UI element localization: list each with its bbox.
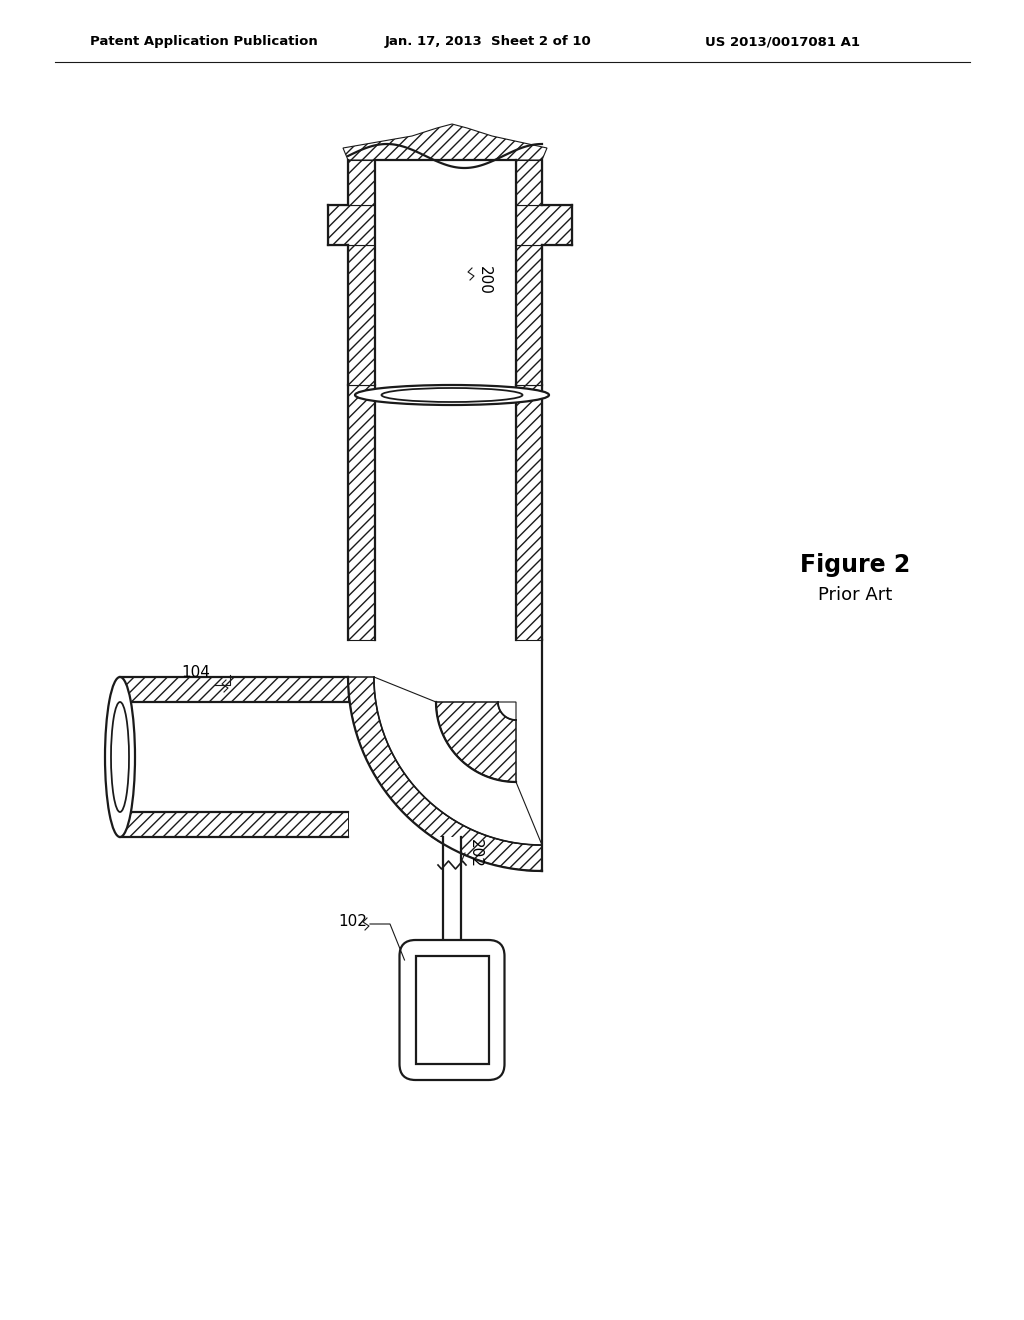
FancyBboxPatch shape (399, 940, 505, 1080)
Text: Jan. 17, 2013  Sheet 2 of 10: Jan. 17, 2013 Sheet 2 of 10 (385, 36, 592, 49)
Bar (120, 702, 348, 812)
Ellipse shape (111, 702, 129, 812)
Polygon shape (343, 124, 547, 160)
Polygon shape (374, 677, 542, 845)
Polygon shape (328, 205, 375, 246)
Polygon shape (348, 246, 375, 385)
Polygon shape (348, 160, 375, 205)
Bar (416, 956, 488, 1064)
Text: 104: 104 (181, 665, 210, 680)
Polygon shape (516, 246, 542, 385)
Ellipse shape (382, 388, 522, 403)
Polygon shape (498, 702, 516, 719)
Ellipse shape (105, 677, 135, 837)
Polygon shape (343, 630, 746, 842)
Bar (375, 385, 516, 640)
Polygon shape (348, 385, 375, 640)
Polygon shape (436, 702, 516, 781)
Text: Prior Art: Prior Art (818, 586, 892, 605)
Text: Patent Application Publication: Patent Application Publication (90, 36, 317, 49)
Text: US 2013/0017081 A1: US 2013/0017081 A1 (705, 36, 860, 49)
Polygon shape (348, 677, 542, 871)
Polygon shape (120, 677, 348, 702)
Polygon shape (375, 160, 516, 385)
Polygon shape (516, 385, 542, 640)
Bar (443, 837, 461, 940)
Text: 202: 202 (468, 838, 483, 867)
Text: 200: 200 (477, 265, 492, 294)
Polygon shape (516, 205, 572, 246)
Ellipse shape (355, 385, 549, 405)
Polygon shape (516, 160, 542, 205)
Text: Figure 2: Figure 2 (800, 553, 910, 577)
Polygon shape (120, 812, 348, 837)
Polygon shape (348, 640, 542, 871)
Text: 102: 102 (338, 915, 367, 929)
